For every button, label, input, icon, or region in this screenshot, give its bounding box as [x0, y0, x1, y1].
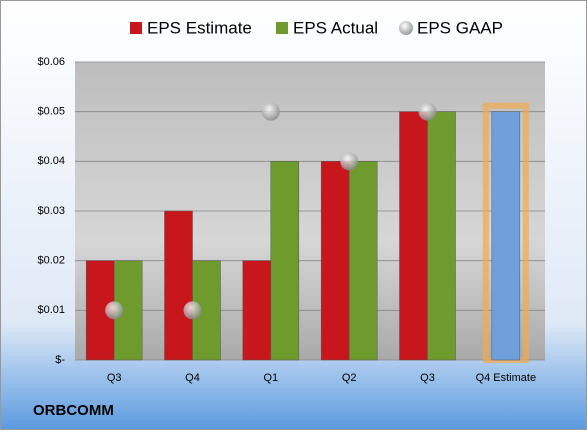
- bar: [164, 210, 193, 361]
- legend-marker: [399, 21, 413, 35]
- legend-marker: [130, 22, 142, 34]
- y-tick-label: $0.05: [37, 106, 65, 118]
- bar: [242, 260, 272, 361]
- x-tick-label: Q4 Estimate: [476, 372, 537, 384]
- x-tick-label: Q1: [263, 372, 278, 384]
- y-tick-label: $0.01: [37, 304, 65, 316]
- legend-label: EPS GAAP: [417, 18, 503, 37]
- legend-label: EPS Estimate: [147, 18, 252, 37]
- x-tick-label: Q4: [185, 372, 200, 384]
- gaap-marker: [340, 152, 359, 171]
- footer: ORBCOMM: [33, 402, 114, 419]
- bar: [320, 161, 350, 361]
- y-tick-label: $0.06: [37, 56, 65, 68]
- bar: [427, 111, 456, 361]
- gaap-marker: [261, 102, 280, 121]
- gaap-marker: [418, 102, 437, 121]
- legend-marker: [276, 22, 288, 34]
- y-tick-label: $0.03: [37, 205, 65, 217]
- bar: [491, 111, 521, 361]
- y-tick-label: $0.02: [37, 255, 65, 267]
- y-tick-label: $0.04: [37, 155, 65, 167]
- legend-label: EPS Actual: [293, 18, 378, 37]
- gaap-marker: [105, 301, 124, 320]
- x-tick-label: Q3: [420, 372, 435, 384]
- gaap-marker: [183, 301, 202, 320]
- x-tick-label: Q3: [107, 372, 122, 384]
- bar: [270, 161, 300, 361]
- bar: [399, 111, 428, 361]
- y-tick-label: $-: [55, 354, 65, 366]
- bar: [348, 161, 378, 361]
- x-tick-label: Q2: [342, 372, 357, 384]
